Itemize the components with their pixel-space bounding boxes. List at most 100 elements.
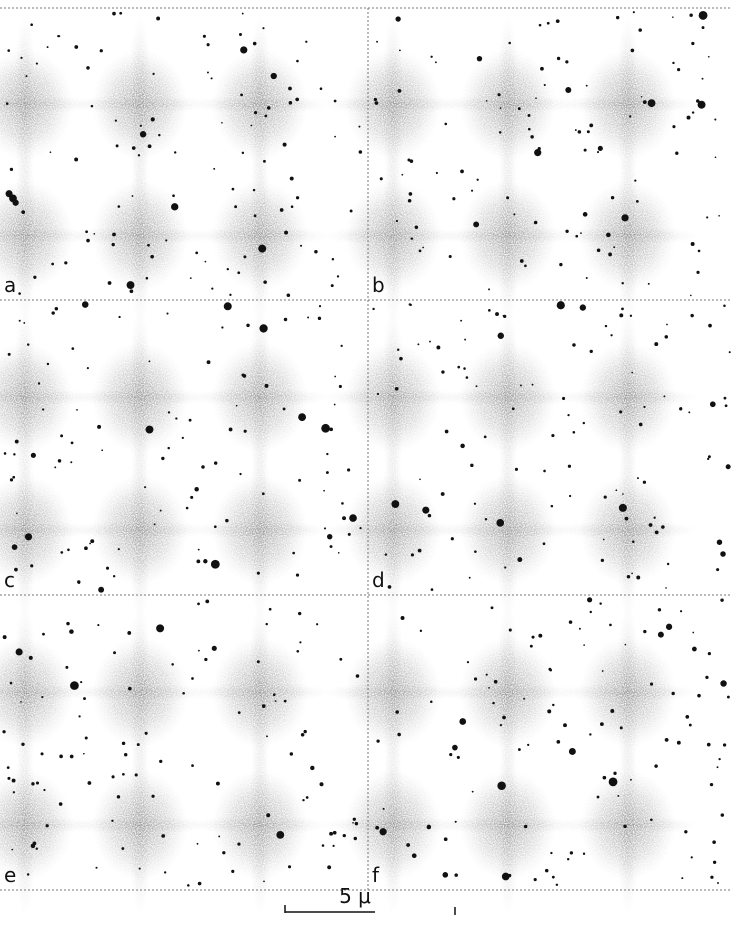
speck: [708, 324, 712, 328]
speck: [692, 647, 697, 652]
speck: [497, 781, 506, 790]
speck: [27, 343, 29, 345]
speck: [412, 853, 417, 858]
speck: [158, 134, 160, 136]
speck: [74, 45, 78, 49]
speck: [132, 146, 136, 150]
speck: [339, 658, 342, 661]
panel-label: f: [372, 863, 380, 887]
speck: [349, 514, 357, 522]
speck: [399, 49, 401, 51]
speck: [587, 597, 592, 602]
speck: [587, 130, 590, 133]
speck: [486, 100, 488, 102]
speck: [636, 576, 640, 580]
speck: [4, 452, 7, 455]
speck: [263, 280, 267, 284]
speck: [572, 343, 575, 346]
speck: [161, 457, 164, 460]
speck: [60, 434, 63, 437]
speck: [590, 611, 592, 613]
speck: [46, 824, 49, 827]
speck: [38, 382, 40, 384]
speck: [436, 345, 440, 349]
speck: [145, 732, 148, 735]
speck: [352, 822, 354, 824]
speck: [13, 453, 15, 455]
speck: [721, 813, 724, 816]
speck: [569, 620, 573, 624]
speck: [583, 422, 585, 424]
speck: [287, 293, 291, 297]
speck: [326, 471, 329, 474]
speck: [78, 715, 80, 717]
speck: [232, 188, 235, 191]
speck: [488, 687, 490, 689]
speck: [57, 35, 59, 37]
speck: [25, 533, 32, 540]
speck: [207, 72, 209, 74]
speck: [379, 828, 386, 835]
speck: [21, 743, 24, 746]
speck: [556, 884, 558, 886]
speck: [70, 461, 72, 463]
speck: [182, 692, 185, 695]
speck: [225, 519, 228, 522]
speck: [654, 764, 657, 767]
speck: [60, 551, 63, 554]
speck: [608, 253, 612, 257]
speck: [118, 548, 120, 550]
speck: [7, 777, 10, 780]
speck: [198, 650, 200, 652]
panel-label: e: [4, 863, 16, 887]
speck: [350, 210, 353, 213]
speck: [512, 407, 515, 410]
speck: [6, 102, 9, 105]
speck: [684, 830, 687, 833]
speck: [257, 572, 260, 575]
speck: [491, 606, 494, 609]
streak: [438, 682, 578, 702]
speck: [452, 197, 455, 200]
speck: [428, 514, 432, 518]
speck: [20, 57, 22, 59]
speck: [691, 42, 694, 45]
speck: [59, 755, 63, 759]
speck: [535, 97, 537, 99]
speck: [156, 624, 164, 632]
speck: [707, 743, 711, 747]
speck: [698, 101, 706, 109]
speck: [264, 115, 267, 118]
speck: [630, 779, 632, 781]
speck: [118, 316, 120, 318]
speck: [262, 704, 266, 708]
speck: [473, 221, 479, 227]
speck: [343, 834, 346, 837]
speck: [298, 413, 306, 421]
speck: [284, 700, 287, 703]
speck: [175, 417, 177, 419]
speck: [464, 339, 466, 341]
speck: [283, 408, 286, 411]
speck: [50, 151, 52, 153]
speck: [627, 575, 630, 578]
speck: [108, 281, 112, 285]
speck: [198, 549, 200, 551]
speck: [58, 459, 61, 462]
speck: [506, 196, 509, 199]
speck: [634, 180, 636, 182]
speck: [723, 305, 726, 308]
speck: [140, 125, 142, 127]
speck: [665, 335, 668, 338]
speck: [666, 624, 672, 630]
speck: [59, 802, 63, 806]
streak: [558, 520, 698, 540]
speck: [590, 350, 593, 353]
speck: [127, 281, 135, 289]
speck: [641, 96, 643, 98]
speck: [71, 442, 74, 445]
speck: [688, 411, 690, 413]
speck: [524, 265, 527, 268]
speck: [130, 289, 134, 293]
speck: [304, 730, 307, 733]
